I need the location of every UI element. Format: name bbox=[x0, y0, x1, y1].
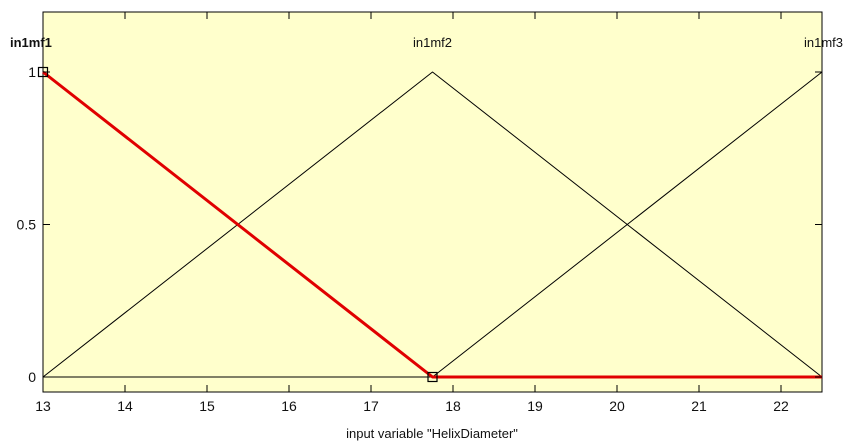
mf-label-in1mf2[interactable]: in1mf2 bbox=[413, 35, 452, 50]
x-tick-label: 22 bbox=[773, 398, 789, 414]
plot-area[interactable] bbox=[42, 11, 823, 393]
x-tick-label: 15 bbox=[199, 398, 215, 414]
series-line-in1mf1[interactable] bbox=[42, 70, 822, 379]
x-tick-label: 19 bbox=[527, 398, 543, 414]
mf-vertex-handle[interactable] bbox=[427, 371, 438, 383]
mf-label-in1mf3[interactable]: in1mf3 bbox=[804, 35, 843, 50]
x-tick-label: 18 bbox=[445, 398, 461, 414]
mf-label-in1mf1[interactable]: in1mf1 bbox=[10, 35, 52, 50]
x-tick-label: 20 bbox=[609, 398, 625, 414]
x-tick-label: 14 bbox=[117, 398, 133, 414]
y-tick-label: 0 bbox=[28, 369, 36, 385]
y-tick-label: 0.5 bbox=[17, 217, 37, 233]
x-tick-label: 17 bbox=[363, 398, 379, 414]
x-tick-label: 21 bbox=[691, 398, 707, 414]
series-line-in1mf2[interactable] bbox=[42, 71, 823, 378]
x-tick-label: 16 bbox=[281, 398, 297, 414]
x-axis-label: input variable "HelixDiameter" bbox=[346, 426, 518, 441]
x-tick-label: 13 bbox=[35, 398, 51, 414]
y-tick-label: 1 bbox=[28, 64, 36, 80]
